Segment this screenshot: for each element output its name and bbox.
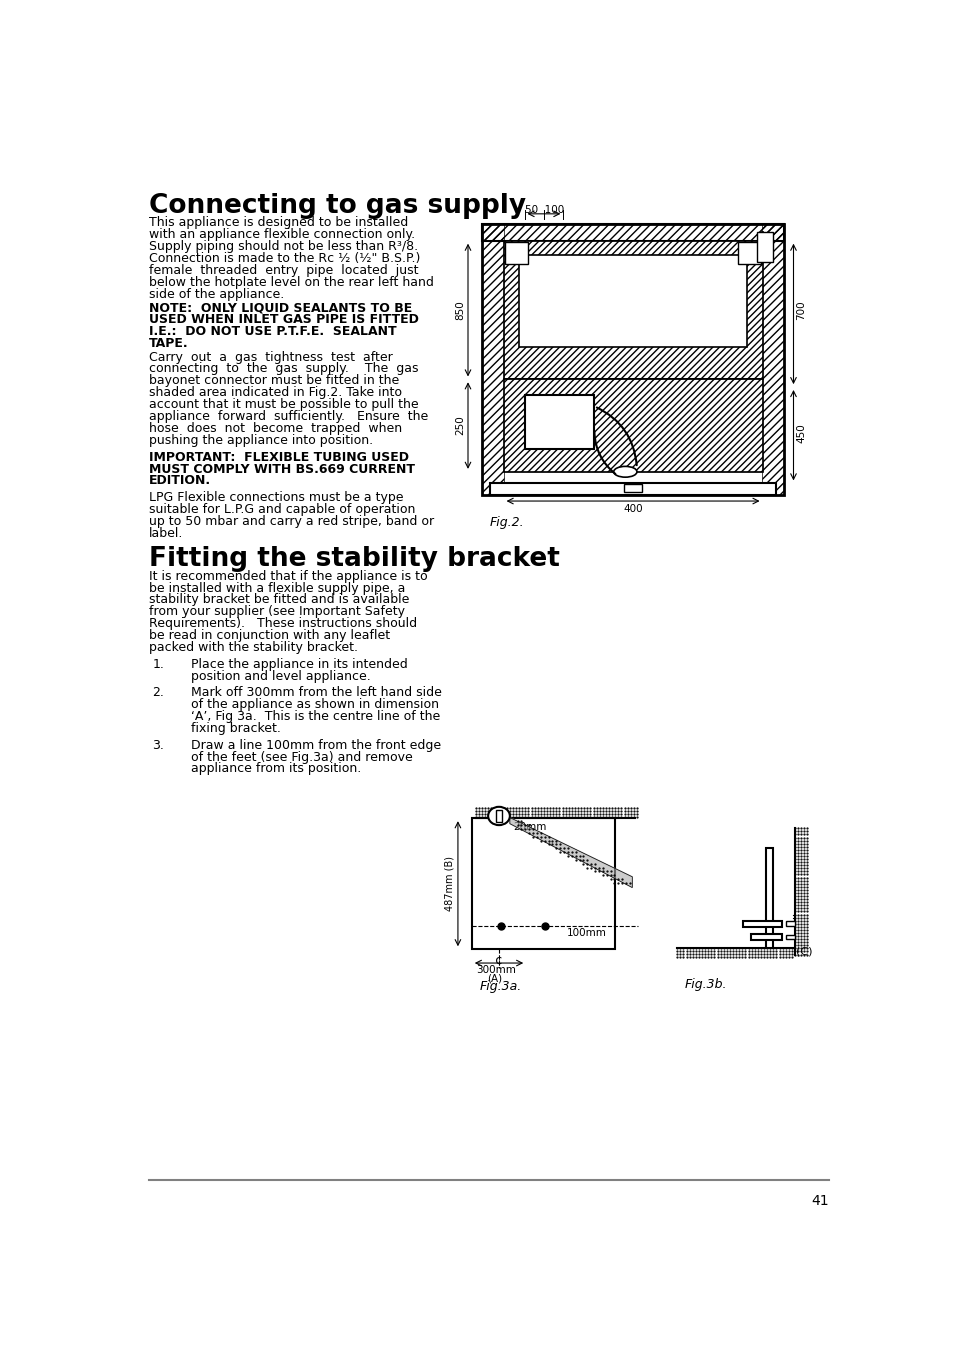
Text: account that it must be possible to pull the: account that it must be possible to pull… <box>149 399 417 411</box>
Bar <box>503 241 761 380</box>
Text: EDITION.: EDITION. <box>149 475 211 488</box>
Text: Fig.3b.: Fig.3b. <box>684 979 727 991</box>
Text: label.: label. <box>149 527 183 539</box>
Bar <box>761 224 783 495</box>
Text: MUST COMPLY WITH BS.669 CURRENT: MUST COMPLY WITH BS.669 CURRENT <box>149 462 415 476</box>
Text: Carry  out  a  gas  tightness  test  after: Carry out a gas tightness test after <box>149 350 392 364</box>
Text: 2.: 2. <box>152 687 164 699</box>
Text: shaded area indicated in Fig.2. Take into: shaded area indicated in Fig.2. Take int… <box>149 387 401 399</box>
Bar <box>505 242 528 264</box>
Text: 300mm: 300mm <box>476 965 515 975</box>
Bar <box>503 380 761 472</box>
Text: below the hotplate level on the rear left hand: below the hotplate level on the rear lef… <box>149 276 433 289</box>
Ellipse shape <box>613 466 637 477</box>
Text: with an appliance flexible connection only.: with an appliance flexible connection on… <box>149 228 415 241</box>
Text: from your supplier (see Important Safety: from your supplier (see Important Safety <box>149 606 404 618</box>
Text: appliance from its position.: appliance from its position. <box>192 763 361 776</box>
Bar <box>496 810 501 822</box>
Bar <box>750 934 781 940</box>
Text: 3.: 3. <box>152 738 164 752</box>
Text: 1.: 1. <box>152 657 164 671</box>
Text: bayonet connector must be fitted in the: bayonet connector must be fitted in the <box>149 375 398 388</box>
Text: I.E.:  DO NOT USE P.T.F.E.  SEALANT: I.E.: DO NOT USE P.T.F.E. SEALANT <box>149 324 395 338</box>
Bar <box>742 921 781 927</box>
Bar <box>737 242 760 264</box>
Text: 400: 400 <box>622 504 642 514</box>
Text: (C): (C) <box>795 946 811 956</box>
Bar <box>489 483 776 495</box>
Text: 100mm: 100mm <box>566 927 606 938</box>
Text: suitable for L.P.G and capable of operation: suitable for L.P.G and capable of operat… <box>149 503 415 516</box>
Text: This appliance is designed to be installed: This appliance is designed to be install… <box>149 216 408 228</box>
Text: Fig.3a.: Fig.3a. <box>479 980 521 992</box>
Text: of the appliance as shown in dimension: of the appliance as shown in dimension <box>192 698 439 711</box>
Text: Supply piping should not be less than R³/8.: Supply piping should not be less than R³… <box>149 241 417 253</box>
Text: 850: 850 <box>456 300 465 320</box>
Bar <box>785 934 794 940</box>
Text: Requirements).   These instructions should: Requirements). These instructions should <box>149 618 416 630</box>
Text: Mark off 300mm from the left hand side: Mark off 300mm from the left hand side <box>192 687 442 699</box>
Text: be installed with a flexible supply pipe, a: be installed with a flexible supply pipe… <box>149 581 405 595</box>
Bar <box>472 818 615 949</box>
Bar <box>481 224 503 495</box>
Text: appliance  forward  sufficiently.   Ensure  the: appliance forward sufficiently. Ensure t… <box>149 410 428 423</box>
Text: packed with the stability bracket.: packed with the stability bracket. <box>149 641 357 654</box>
Text: IMPORTANT:  FLEXIBLE TUBING USED: IMPORTANT: FLEXIBLE TUBING USED <box>149 450 408 464</box>
Bar <box>623 484 641 492</box>
Bar <box>503 241 761 380</box>
Text: up to 50 mbar and carry a red stripe, band or: up to 50 mbar and carry a red stripe, ba… <box>149 515 434 527</box>
Text: 50  100: 50 100 <box>524 204 563 215</box>
Text: USED WHEN INLET GAS PIPE IS FITTED: USED WHEN INLET GAS PIPE IS FITTED <box>149 314 418 326</box>
Text: of the feet (see Fig.3a) and remove: of the feet (see Fig.3a) and remove <box>192 750 413 764</box>
Text: 450: 450 <box>796 423 805 443</box>
Text: 700: 700 <box>796 300 805 320</box>
Text: female  threaded  entry  pipe  located  just: female threaded entry pipe located just <box>149 264 417 277</box>
Bar <box>481 224 783 241</box>
Text: Draw a line 100mm from the front edge: Draw a line 100mm from the front edge <box>192 738 441 752</box>
Text: fixing bracket.: fixing bracket. <box>192 722 281 735</box>
Text: LPG Flexible connections must be a type: LPG Flexible connections must be a type <box>149 491 403 504</box>
Text: 41: 41 <box>811 1194 828 1209</box>
Bar <box>481 224 783 241</box>
Text: 20mm: 20mm <box>513 822 546 831</box>
Polygon shape <box>509 818 632 887</box>
Bar <box>765 848 772 948</box>
Text: stability bracket be fitted and is available: stability bracket be fitted and is avail… <box>149 594 409 607</box>
Text: ¢: ¢ <box>495 953 502 967</box>
Text: 250: 250 <box>456 415 465 435</box>
Bar <box>503 380 761 472</box>
FancyArrowPatch shape <box>597 407 636 465</box>
Text: Fitting the stability bracket: Fitting the stability bracket <box>149 546 559 572</box>
Text: 487mm (B): 487mm (B) <box>444 856 455 911</box>
Text: Connection is made to the Rc ½ (½" B.S.P.): Connection is made to the Rc ½ (½" B.S.P… <box>149 251 419 265</box>
Text: pushing the appliance into position.: pushing the appliance into position. <box>149 434 373 448</box>
Bar <box>518 254 746 347</box>
Text: NOTE:  ONLY LIQUID SEALANTS TO BE: NOTE: ONLY LIQUID SEALANTS TO BE <box>149 301 412 314</box>
Bar <box>481 224 783 495</box>
Text: position and level appliance.: position and level appliance. <box>192 669 371 683</box>
Text: hose  does  not  become  trapped  when: hose does not become trapped when <box>149 422 401 435</box>
Bar <box>757 231 772 262</box>
Text: It is recommended that if the appliance is to: It is recommended that if the appliance … <box>149 569 427 583</box>
Bar <box>785 922 794 926</box>
Ellipse shape <box>488 807 509 825</box>
FancyArrowPatch shape <box>594 433 615 475</box>
Text: side of the appliance.: side of the appliance. <box>149 288 284 300</box>
Text: Place the appliance in its intended: Place the appliance in its intended <box>192 657 408 671</box>
Text: (A): (A) <box>487 973 502 984</box>
Text: TAPE.: TAPE. <box>149 337 188 350</box>
Text: ‘A’, Fig 3a.  This is the centre line of the: ‘A’, Fig 3a. This is the centre line of … <box>192 710 440 723</box>
Bar <box>524 395 594 449</box>
Text: connecting  to  the  gas  supply.    The  gas: connecting to the gas supply. The gas <box>149 362 417 376</box>
Text: Fig.2.: Fig.2. <box>489 516 524 530</box>
Text: be read in conjunction with any leaflet: be read in conjunction with any leaflet <box>149 629 390 642</box>
Text: Connecting to gas supply: Connecting to gas supply <box>149 193 525 219</box>
